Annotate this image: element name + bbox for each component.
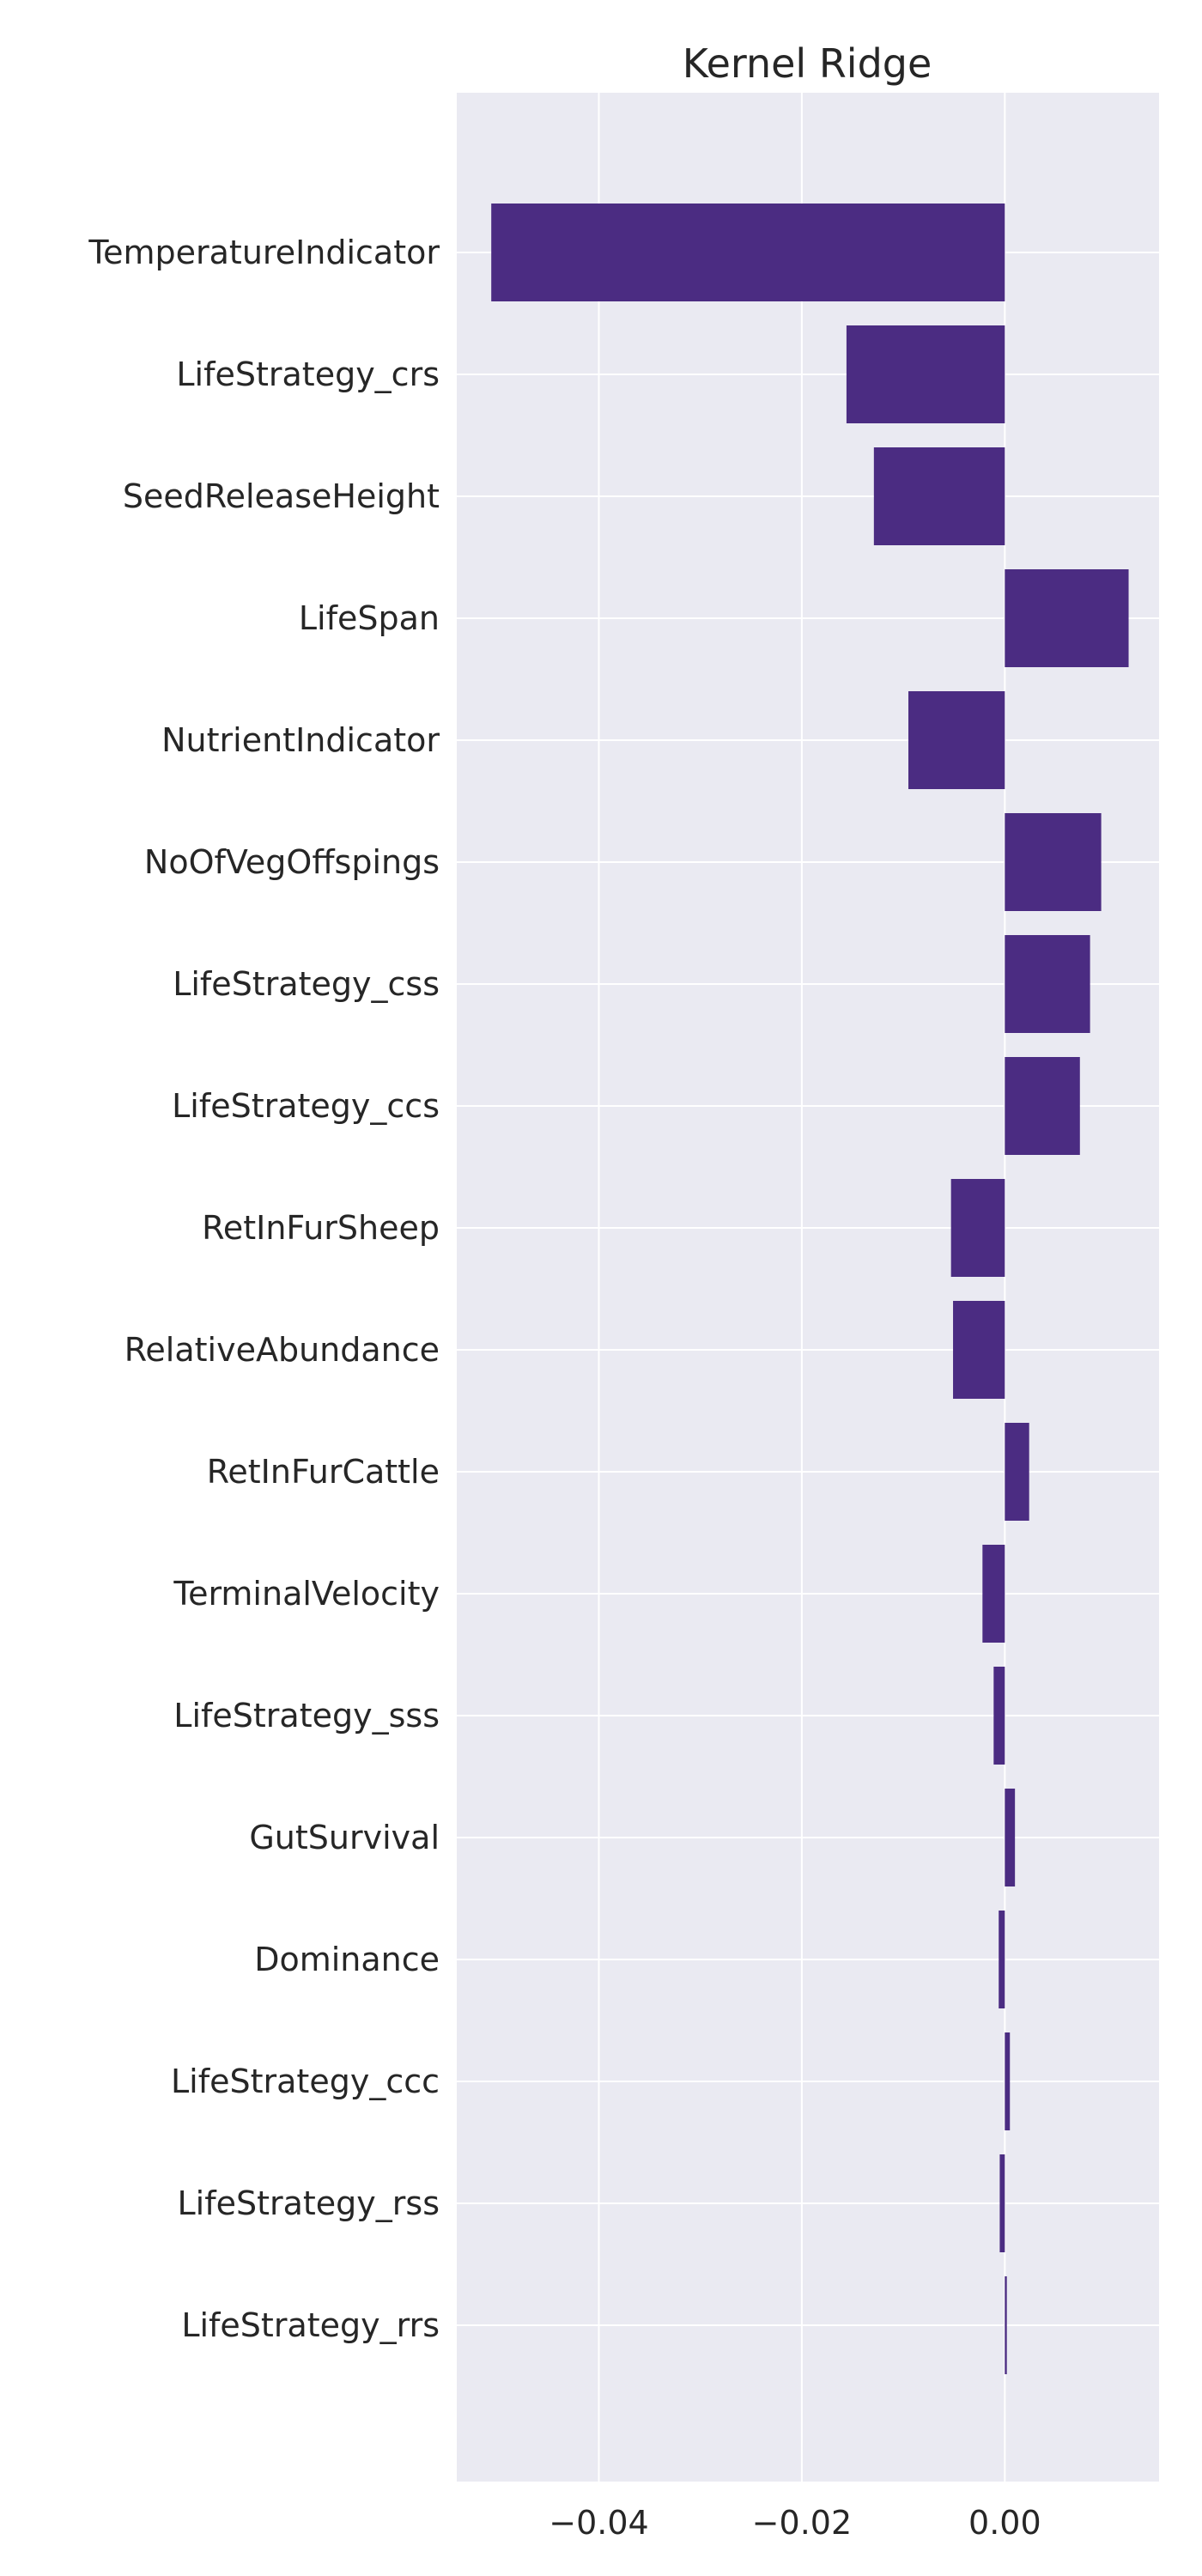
category-label: RetInFurCattle	[207, 1453, 440, 1491]
x-tick-label: −0.02	[752, 2504, 852, 2542]
bar-lifestrategy-css	[1005, 935, 1090, 1033]
bar-lifestrategy-ccc	[1005, 2032, 1011, 2130]
category-label: LifeStrategy_rss	[177, 2184, 440, 2222]
bar-noofvegoffspings	[1005, 813, 1102, 911]
bar-terminalvelocity	[982, 1545, 1005, 1643]
category-label: NutrientIndicator	[161, 721, 440, 759]
category-label: LifeStrategy_crs	[176, 355, 440, 393]
bar-seedreleaseheight	[873, 447, 1005, 545]
category-label: LifeStrategy_ccs	[172, 1087, 440, 1125]
bar-lifestrategy-rss	[999, 2154, 1005, 2252]
chart-title: Kernel Ridge	[683, 40, 932, 87]
category-label: LifeSpan	[299, 599, 440, 637]
bar-lifespan	[1005, 569, 1129, 667]
bar-dominance	[999, 1911, 1005, 2008]
category-label: RetInFurSheep	[202, 1209, 440, 1247]
category-label: RelativeAbundance	[124, 1331, 440, 1369]
x-tick-label: −0.04	[549, 2504, 648, 2542]
bar-lifestrategy-crs	[846, 325, 1005, 423]
category-label: LifeStrategy_css	[173, 965, 440, 1003]
bar-retinfursheep	[950, 1179, 1005, 1277]
bar-retinfurcattle	[1005, 1423, 1029, 1521]
bars	[491, 204, 1129, 2374]
category-label: LifeStrategy_sss	[173, 1697, 440, 1735]
bar-lifestrategy-sss	[993, 1667, 1005, 1765]
category-labels: TemperatureIndicator LifeStrategy_crs Seed…	[88, 234, 440, 2344]
category-label: TemperatureIndicator	[88, 234, 440, 271]
bar-lifestrategy-ccs	[1005, 1057, 1080, 1155]
category-label: NoOfVegOffspings	[144, 843, 440, 881]
category-label: SeedReleaseHeight	[123, 477, 440, 515]
bar-lifestrategy-rrs	[1005, 2276, 1007, 2374]
x-tick-labels: −0.04 −0.02 0.00	[549, 2504, 1041, 2542]
category-label: LifeStrategy_rrs	[181, 2306, 440, 2344]
bar-relativeabundance	[953, 1301, 1005, 1399]
bar-gutsurvival	[1005, 1789, 1016, 1886]
category-label: GutSurvival	[249, 1819, 440, 1856]
category-label: TerminalVelocity	[173, 1575, 440, 1613]
category-label: LifeStrategy_ccc	[171, 2063, 440, 2100]
x-tick-label: 0.00	[968, 2504, 1041, 2542]
category-label: Dominance	[254, 1941, 440, 1978]
bar-nutrientindicator	[908, 691, 1005, 789]
bar-temperatureindicator	[491, 204, 1005, 301]
plot-area	[457, 93, 1159, 2482]
